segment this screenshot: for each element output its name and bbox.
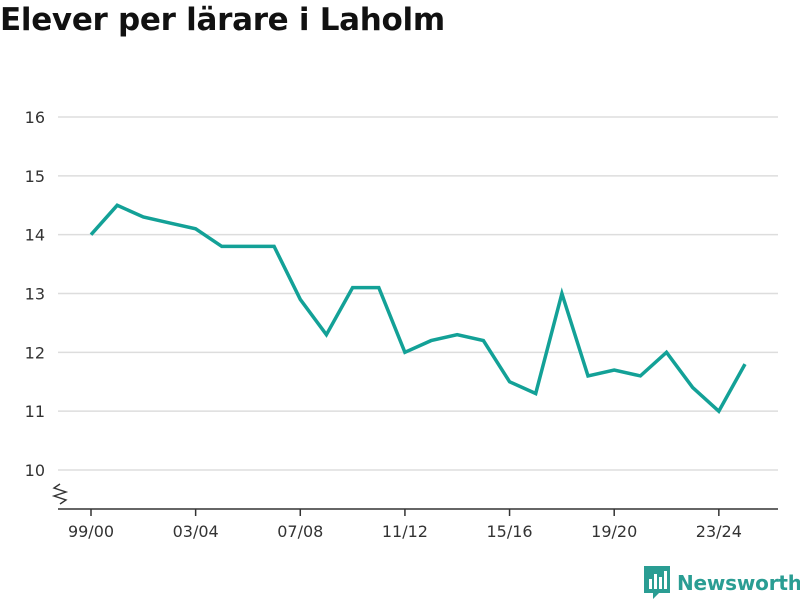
x-tick-label: 15/16 (487, 522, 533, 541)
series-line (89, 203, 747, 414)
x-tick-label: 11/12 (382, 522, 428, 541)
y-tick-label: 16 (25, 108, 45, 127)
y-tick-label: 12 (25, 343, 45, 362)
axis-break-icon (51, 483, 69, 505)
y-tick-label: 13 (25, 285, 45, 304)
y-tick-label: 10 (25, 461, 45, 480)
y-tick-label: 15 (25, 167, 45, 186)
x-axis-ticks: 99/00 03/04 07/08 11/12 15/16 19/20 23/24 (68, 509, 742, 541)
x-tick-label: 99/00 (68, 522, 114, 541)
newsworthy-logo: Newsworthy (644, 566, 800, 600)
x-tick-label: 23/24 (696, 522, 742, 541)
brand-name: Newsworthy (677, 571, 800, 595)
gridlines (58, 116, 778, 471)
newsworthy-icon (644, 566, 670, 599)
x-axis (51, 483, 778, 510)
x-tick-label: 19/20 (591, 522, 637, 541)
y-tick-label: 11 (25, 402, 45, 421)
y-tick-label: 14 (25, 226, 45, 245)
series-group (89, 203, 747, 414)
x-tick-label: 03/04 (173, 522, 219, 541)
y-axis-ticks: 10 11 12 13 14 15 16 (25, 108, 45, 480)
x-tick-label: 07/08 (277, 522, 323, 541)
chart-title: Elever per lärare i Laholm (0, 2, 445, 38)
